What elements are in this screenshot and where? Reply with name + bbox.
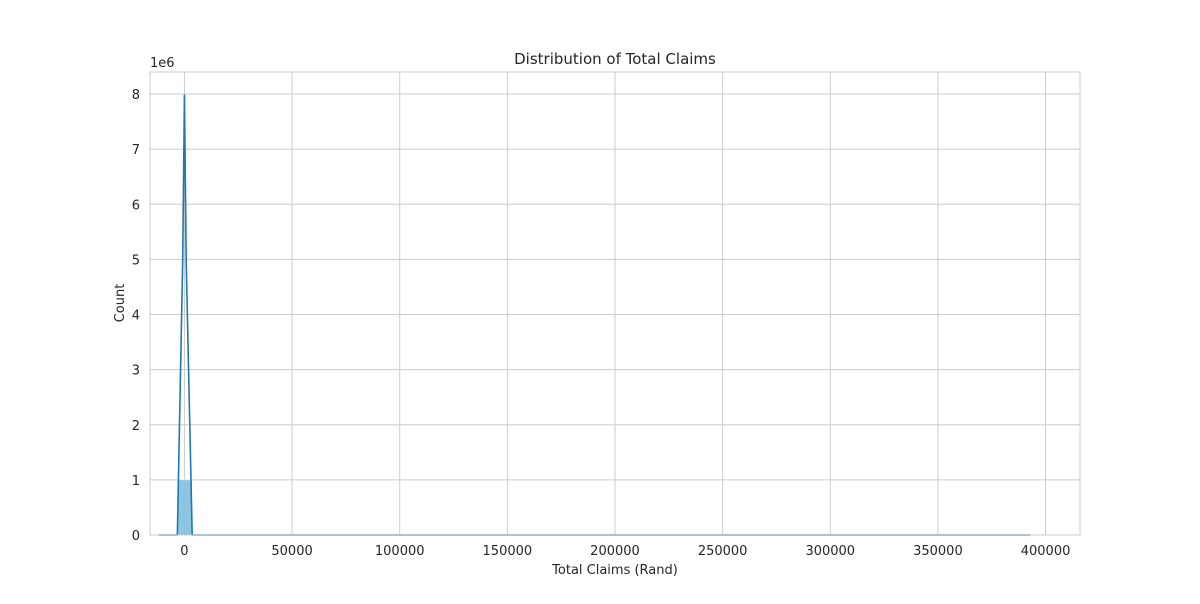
histogram-bar: [177, 479, 193, 536]
y-tick-label: 3: [132, 364, 140, 379]
x-tick-label: 150000: [483, 544, 533, 559]
x-tick-label: 400000: [1021, 544, 1071, 559]
plot-frame: [149, 71, 1081, 536]
x-tick-label: 200000: [590, 544, 640, 559]
x-axis-label: Total Claims (Rand): [551, 563, 678, 578]
x-tick-label: 50000: [271, 544, 312, 559]
y-offset-label: 1e6: [150, 56, 175, 71]
histogram-bars: [177, 479, 193, 536]
x-tick-label: 350000: [913, 544, 963, 559]
y-tick-label: 7: [132, 143, 140, 158]
y-tick-label: 1: [132, 474, 140, 489]
x-tick-labels: 0 50000 100000 150000 200000 250000 300000 3500…: [180, 544, 1070, 559]
grid-lines: [150, 72, 1080, 536]
y-tick-labels: 0 1 2 3 4 5 6 7 8: [132, 88, 140, 544]
y-tick-label: 0: [132, 529, 140, 544]
kde-line: [158, 94, 1031, 536]
kde-curve: [158, 94, 1031, 536]
y-tick-label: 8: [132, 88, 140, 103]
chart-title: Distribution of Total Claims: [514, 50, 716, 68]
x-tick-label: 0: [180, 544, 188, 559]
y-tick-label: 2: [132, 419, 140, 434]
y-tick-label: 6: [132, 198, 140, 213]
x-tick-label: 300000: [805, 544, 855, 559]
y-tick-label: 5: [132, 253, 140, 268]
x-tick-label: 250000: [698, 544, 748, 559]
y-tick-label: 4: [132, 309, 140, 324]
y-axis-label: Count: [113, 284, 128, 323]
x-tick-label: 100000: [375, 544, 425, 559]
